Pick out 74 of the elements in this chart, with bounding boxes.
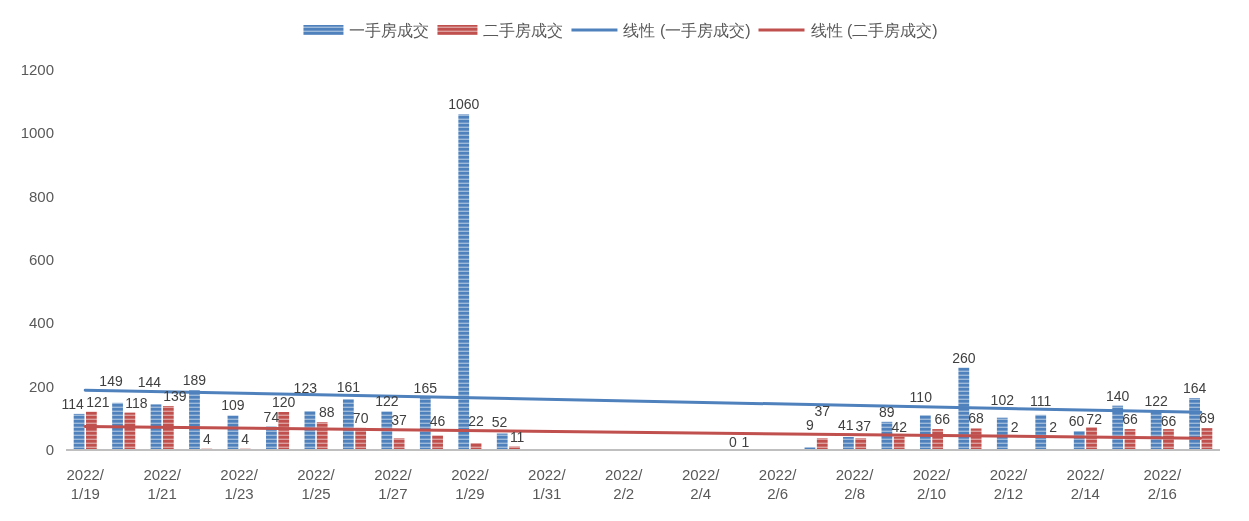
data-label: 2: [1010, 419, 1019, 436]
y-tick-label: 1000: [20, 124, 54, 142]
x-tick-label: 2022/1/19: [66, 466, 105, 502]
data-label: 72: [1086, 411, 1103, 428]
data-label: 144: [137, 374, 162, 391]
data-label: 161: [336, 379, 361, 396]
legend-label: 一手房成交: [349, 21, 430, 39]
data-label: 89: [879, 403, 895, 420]
data-label: 74: [263, 408, 280, 425]
data-label: 139: [163, 387, 187, 404]
y-tick-label: 0: [45, 441, 54, 458]
y-tick-label: 200: [28, 377, 54, 395]
data-label: 165: [413, 379, 438, 396]
x-tick-label: 2022/2/10: [912, 466, 952, 502]
data-label: 118: [125, 394, 148, 411]
data-label: 110: [909, 389, 933, 406]
data-label: 9: [806, 417, 815, 434]
x-tick-label: 2022/1/23: [220, 466, 259, 502]
data-label: 37: [855, 418, 872, 435]
data-label: 102: [990, 391, 1015, 408]
data-label: 260: [952, 349, 976, 366]
data-label: 1060: [448, 96, 480, 113]
data-label: 22: [468, 413, 485, 430]
data-label: 189: [182, 372, 207, 389]
data-label: 122: [375, 393, 399, 410]
legend-label: 线性 (一手房成交): [623, 21, 751, 39]
data-label: 114: [61, 395, 84, 412]
x-tick-label: 2022/1/25: [297, 466, 336, 502]
y-tick-label: 800: [28, 187, 54, 205]
x-tick-label: 2022/2/12: [989, 466, 1029, 502]
data-label: 0: [729, 434, 738, 450]
data-label: 66: [934, 411, 951, 428]
data-label: 88: [318, 404, 335, 421]
data-label: 140: [1106, 387, 1130, 404]
data-label: 123: [293, 380, 318, 396]
data-label: 120: [272, 394, 296, 410]
data-label: 41: [837, 417, 854, 434]
data-label: 11: [509, 428, 525, 445]
data-label: 109: [221, 397, 245, 414]
y-tick-label: 1200: [20, 61, 54, 78]
x-tick-label: 2022/2/2: [604, 466, 644, 502]
data-label: 111: [1030, 392, 1052, 409]
data-label: 37: [391, 412, 408, 429]
x-tick-label: 2022/2/14: [1066, 466, 1105, 502]
data-label: 52: [491, 413, 508, 430]
legend-label: 二手房成交: [483, 21, 564, 39]
data-label: 149: [99, 372, 123, 389]
data-label: 122: [1144, 393, 1169, 410]
data-label: 60: [1068, 413, 1085, 429]
data-label: 164: [1182, 380, 1207, 397]
x-tick-label: 2022/1/31: [528, 466, 567, 502]
data-label: 68: [968, 410, 985, 427]
y-tick-label: 400: [28, 314, 54, 332]
data-label: 70: [352, 409, 369, 426]
x-tick-label: 2022/1/21: [143, 466, 182, 502]
data-label: 66: [1160, 413, 1177, 430]
x-tick-label: 2022/2/4: [681, 466, 721, 502]
data-label: 1: [741, 433, 750, 450]
y-tick-label: 600: [28, 251, 54, 268]
data-label: 46: [429, 413, 446, 430]
x-tick-label: 2022/2/16: [1143, 466, 1182, 502]
data-label: 4: [241, 430, 250, 447]
data-label: 66: [1122, 411, 1138, 428]
legend-label: 线性 (二手房成交): [810, 21, 938, 39]
x-tick-label: 2022/2/6: [758, 466, 798, 502]
data-label: 69: [1199, 410, 1215, 427]
data-label: 121: [86, 393, 110, 410]
data-label: 2: [1049, 419, 1058, 436]
x-tick-label: 2022/1/29: [451, 466, 490, 502]
data-label: 42: [891, 418, 908, 435]
x-tick-label: 2022/1/27: [374, 466, 413, 502]
data-label: 4: [202, 430, 211, 447]
x-tick-label: 2022/2/8: [835, 466, 875, 502]
data-label: 37: [814, 403, 831, 420]
